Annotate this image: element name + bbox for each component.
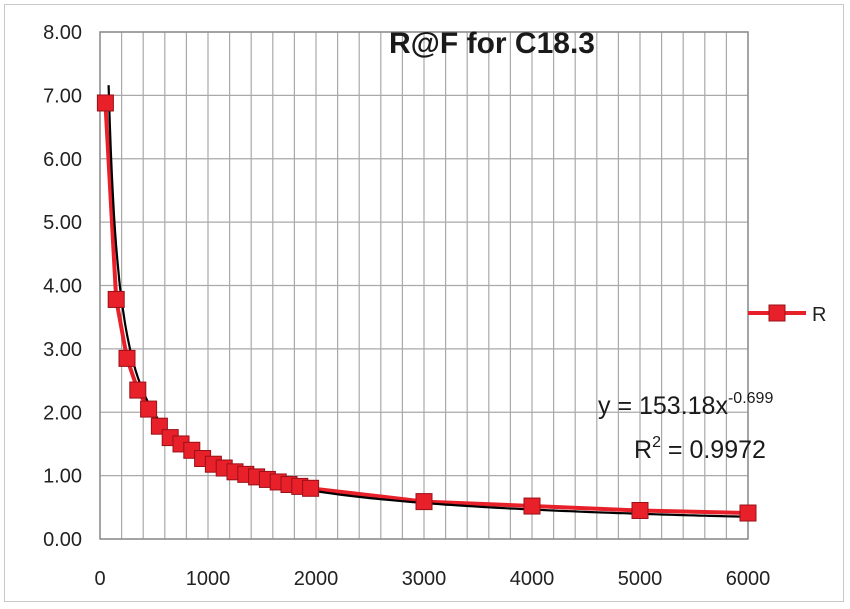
y-tick-label: 0.00 [43,529,82,551]
y-tick-label: 1.00 [43,466,82,488]
y-tick-label: 5.00 [43,212,82,234]
r2-value: = 0.9972 [661,436,766,464]
data-point [96,94,114,112]
equation-base: y = 153.18x [598,392,728,420]
grid-lines [99,31,749,540]
y-tick-label: 3.00 [43,339,82,361]
x-tick-label: 6000 [726,568,771,590]
x-tick-label: 0 [94,568,105,590]
data-point [107,290,125,308]
x-tick-label: 1000 [186,568,231,590]
trendline-equation: y = 153.18x-0.699 [598,390,773,420]
data-point [523,497,541,515]
data-point [739,504,757,522]
y-tick-label: 4.00 [43,276,82,298]
x-tick-label: 4000 [510,568,555,590]
data-point [129,381,147,399]
r2-base: R [634,436,652,464]
chart-title: R@F for C18.3 [389,27,595,60]
legend-marker [768,304,786,322]
data-point [118,349,136,367]
x-tick-label: 5000 [618,568,663,590]
equation-exponent: -0.699 [728,390,773,407]
x-tick-label: 3000 [402,568,447,590]
plot-area [99,31,749,540]
chart-frame [4,4,844,602]
y-tick-label: 6.00 [43,149,82,171]
y-axis-ticks: 0.00 1.00 2.00 3.00 4.00 5.00 6.00 7.00 8.00 [43,22,82,551]
y-tick-label: 8.00 [43,22,82,44]
trendline-r-squared: R2 = 0.9972 [634,434,766,464]
y-tick-label: 2.00 [43,402,82,424]
y-tick-label: 7.00 [43,85,82,107]
r2-exponent: 2 [652,434,661,451]
series-markers [96,94,757,522]
data-point [140,400,158,418]
x-axis-ticks: 0 1000 2000 3000 4000 5000 6000 [94,568,770,590]
data-point [631,501,649,519]
legend-label: R [812,304,826,326]
data-point [415,493,433,511]
legend[interactable]: R [748,304,826,326]
x-tick-label: 2000 [294,568,339,590]
data-point [302,479,320,497]
